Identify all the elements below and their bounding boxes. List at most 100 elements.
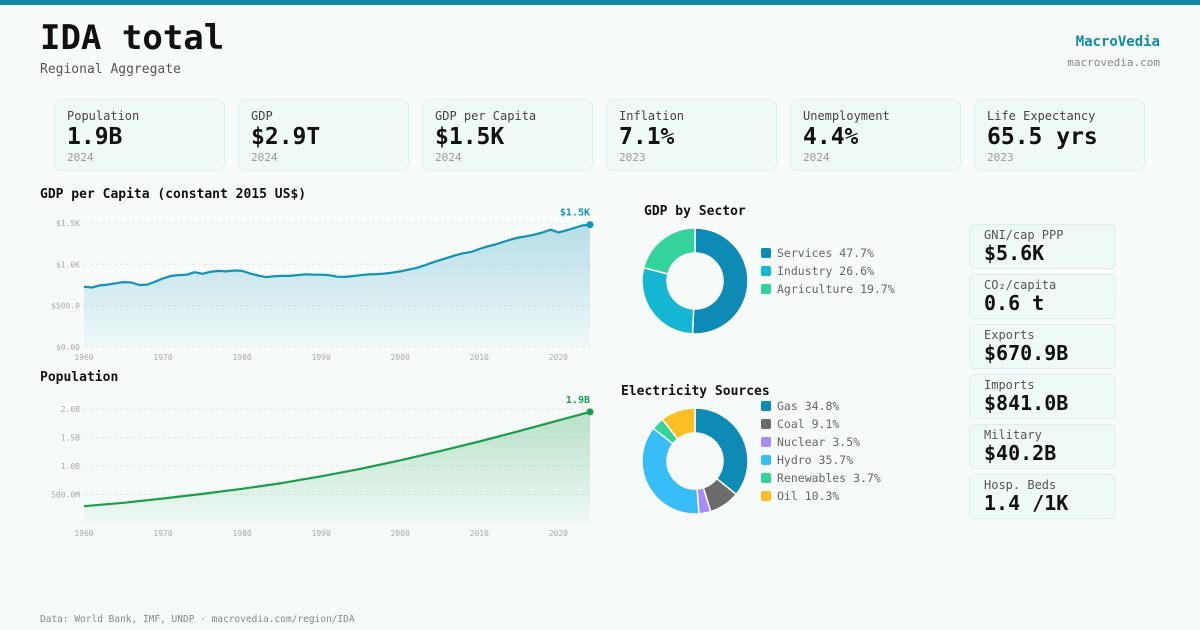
- legend-item-industry: Industry 26.6%: [761, 262, 895, 280]
- x-tick-label: 1970: [153, 353, 172, 362]
- legend-label: Hydro 35.7%: [777, 453, 854, 467]
- population-chart: 500.0M 1.0B 1.5B 2.0B 1960 1970 1980 1990 2000 20…: [51, 395, 594, 538]
- legend-label: Gas 34.8%: [777, 399, 840, 413]
- series-line: [83, 410, 591, 508]
- x-tick-label: 1990: [312, 353, 331, 362]
- legend-item-oil: Oil 10.3%: [761, 487, 881, 505]
- page-title: IDA total: [40, 18, 225, 58]
- stat-label: Exports: [984, 328, 1035, 342]
- end-value-label: $1.5K: [560, 208, 590, 219]
- legend-swatch: [761, 248, 771, 258]
- kpi-card-inflation: Inflation 7.1% 2023: [606, 99, 777, 171]
- footer-source: Data: World Bank, IMF, UNDP · macrovedia…: [40, 614, 355, 625]
- gdp-per-capita-chart: $0.00 $500.0 $1.0K $1.5K 1960 1970 1980 1990 200…: [51, 208, 594, 362]
- kpi-label: GDP: [251, 109, 273, 123]
- kpi-value: 4.4%: [803, 124, 859, 150]
- stat-label: CO₂/capita: [984, 278, 1057, 292]
- legend-swatch: [761, 473, 771, 483]
- top-accent-bar: [0, 0, 1200, 5]
- kpi-label: Population: [67, 109, 140, 123]
- kpi-year: 2024: [435, 151, 462, 164]
- brand-url[interactable]: macrovedia.com: [1067, 56, 1160, 69]
- slice-industry: [641, 266, 695, 335]
- x-tick-label: 1960: [74, 353, 93, 362]
- y-tick-label: $500.0: [51, 302, 80, 311]
- stat-card-military: Military $40.2B: [969, 424, 1116, 469]
- stat-value: 1.4 /1K: [984, 491, 1069, 515]
- kpi-label: Inflation: [619, 109, 685, 123]
- stat-card-hospital-beds: Hosp. Beds 1.4 /1K: [969, 474, 1116, 519]
- population-chart-title: Population: [40, 370, 119, 385]
- legend-swatch: [761, 491, 771, 501]
- x-tick-label: 1980: [232, 353, 251, 362]
- kpi-value: $2.9T: [251, 124, 321, 150]
- kpi-card-population: Population 1.9B 2024: [54, 99, 225, 171]
- legend-label: Coal 9.1%: [777, 417, 840, 431]
- kpi-year: 2023: [987, 151, 1014, 164]
- page-subtitle: Regional Aggregate: [40, 62, 181, 77]
- electricity-chart-title: Electricity Sources: [621, 384, 770, 399]
- legend-label: Nuclear 3.5%: [777, 435, 861, 449]
- sector-chart-title: GDP by Sector: [644, 204, 746, 219]
- legend-item-nuclear: Nuclear 3.5%: [761, 433, 881, 451]
- y-tick-label: $0.00: [56, 343, 80, 352]
- stat-value: $670.9B: [984, 341, 1069, 365]
- stat-value: $841.0B: [984, 391, 1069, 415]
- legend-swatch: [761, 437, 771, 447]
- slice-services: [691, 227, 749, 335]
- kpi-year: 2024: [67, 151, 94, 164]
- y-tick-label: $1.0K: [56, 260, 80, 269]
- kpi-card-gdp-per-capita: GDP per Capita $1.5K 2024: [422, 99, 593, 171]
- stat-value: 0.6 t: [984, 291, 1045, 315]
- legend-item-renewables: Renewables 3.7%: [761, 469, 881, 487]
- x-tick-label: 1980: [232, 529, 251, 538]
- kpi-year: 2023: [619, 151, 646, 164]
- y-tick-label: 500.0M: [51, 491, 80, 500]
- stat-label: Military: [984, 428, 1042, 442]
- sector-legend: Services 47.7% Industry 26.6% Agricultur…: [761, 244, 895, 298]
- legend-swatch: [761, 455, 771, 465]
- end-point-marker: [586, 221, 594, 229]
- legend-item-gas: Gas 34.8%: [761, 397, 881, 415]
- y-tick-label: 2.0B: [61, 405, 80, 414]
- end-value-label: 1.9B: [566, 395, 590, 406]
- series-area: [84, 224, 590, 347]
- stat-card-co2: CO₂/capita 0.6 t: [969, 274, 1116, 319]
- stat-value: $40.2B: [984, 441, 1057, 465]
- slice-oil: [661, 407, 696, 441]
- x-tick-label: 2010: [470, 529, 489, 538]
- y-tick-label: 1.5B: [61, 434, 80, 443]
- legend-label: Oil 10.3%: [777, 489, 840, 503]
- legend-label: Agriculture 19.7%: [777, 282, 895, 296]
- legend-item-agriculture: Agriculture 19.7%: [761, 280, 895, 298]
- series-line: [83, 223, 591, 289]
- x-tick-label: 2020: [549, 353, 568, 362]
- x-tick-label: 1990: [312, 529, 331, 538]
- legend-swatch: [761, 401, 771, 411]
- brand-logo[interactable]: MacroVedia: [1075, 34, 1160, 50]
- y-tick-label: 1.0B: [61, 462, 80, 471]
- y-tick-label: $1.5K: [56, 219, 80, 228]
- x-tick-label: 2000: [391, 353, 410, 362]
- kpi-year: 2024: [251, 151, 278, 164]
- kpi-label: Unemployment: [803, 109, 890, 123]
- slice-agriculture: [642, 227, 696, 275]
- kpi-label: Life Expectancy: [987, 109, 1096, 123]
- legend-swatch: [761, 284, 771, 294]
- legend-label: Services 47.7%: [777, 246, 874, 260]
- x-tick-label: 1960: [74, 529, 93, 538]
- kpi-year: 2024: [803, 151, 830, 164]
- end-point-marker: [586, 408, 594, 416]
- series-area: [84, 411, 590, 523]
- stat-card-gni: GNI/cap PPP $5.6K: [969, 224, 1116, 269]
- x-tick-label: 2000: [391, 529, 410, 538]
- stat-label: GNI/cap PPP: [984, 228, 1064, 242]
- legend-swatch: [761, 419, 771, 429]
- electricity-sources-donut: [641, 407, 749, 515]
- gdp-by-sector-donut: [641, 227, 749, 335]
- kpi-card-gdp: GDP $2.9T 2024: [238, 99, 409, 171]
- kpi-label: GDP per Capita: [435, 109, 537, 123]
- slice-hydro: [641, 427, 700, 515]
- x-tick-label: 2020: [549, 529, 568, 538]
- kpi-value: 7.1%: [619, 124, 675, 150]
